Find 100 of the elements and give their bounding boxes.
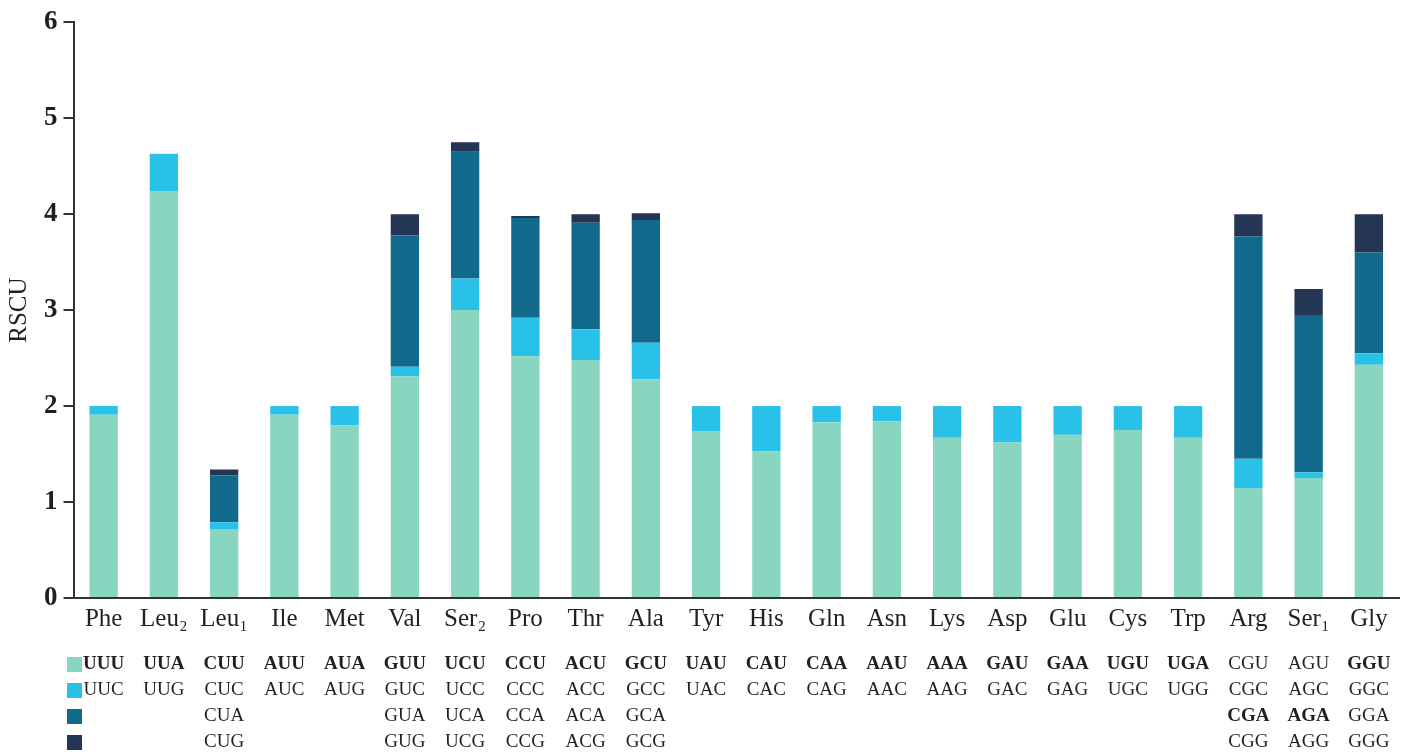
text: UAC [686, 677, 727, 699]
bar [209, 528, 239, 597]
bar [270, 414, 299, 597]
text: UGU [1106, 651, 1150, 673]
x-tick-label: Asn [866, 603, 908, 631]
text: CAA [806, 651, 848, 673]
bar [209, 522, 239, 529]
text: GGU [1347, 651, 1391, 673]
bar [993, 406, 1022, 443]
bar [330, 425, 359, 597]
x-tick-label: Tyr [688, 603, 724, 631]
text: CGU [1228, 651, 1269, 673]
bar [511, 317, 540, 357]
bar [1113, 430, 1143, 597]
x-tick-label: Asp [987, 603, 1028, 631]
y-tick-label: 6 [44, 5, 58, 36]
x-tick-label: Ser₁ [1287, 603, 1330, 631]
bar [932, 437, 962, 597]
bar [511, 217, 540, 318]
bar [450, 310, 480, 597]
bar [89, 406, 118, 415]
text: AGC [1288, 677, 1329, 699]
text: UAU [685, 651, 727, 673]
text: CUC [204, 677, 244, 699]
x-tick-label: Lys [929, 603, 966, 631]
text: GCA [625, 703, 667, 725]
x-tick-label: Met [324, 603, 365, 631]
text: AUU [263, 651, 306, 673]
text: GUC [384, 677, 425, 699]
y-axis-title: RSCU [3, 277, 31, 343]
bar [1173, 437, 1203, 597]
x-tick-label: Ala [627, 603, 664, 631]
bar [932, 406, 962, 438]
bar [1294, 472, 1323, 479]
text: ACA [565, 703, 606, 725]
bar [1234, 458, 1263, 489]
text: UGA [1167, 651, 1210, 673]
text: CUA [204, 703, 245, 725]
text: AUC [264, 677, 305, 699]
bar [511, 356, 540, 597]
text: UUG [143, 677, 185, 699]
text: GUG [384, 729, 426, 751]
text: AGU [1288, 651, 1330, 673]
bar [149, 153, 179, 192]
bar [631, 342, 661, 380]
text: GAG [1047, 677, 1089, 699]
text: CUU [203, 651, 245, 673]
y-tick-label: 4 [44, 197, 58, 228]
text: GUA [384, 703, 426, 725]
bar [1354, 364, 1384, 597]
bar [993, 442, 1022, 597]
bar [812, 422, 841, 597]
text: AAG [926, 677, 968, 699]
text: CCG [505, 729, 546, 751]
x-tick-label: Leu₂ [140, 603, 188, 631]
bar [1294, 478, 1323, 597]
text: GCC [626, 677, 666, 699]
x-tick-label: Leu₁ [200, 603, 248, 631]
x-tick-label: Cys [1108, 603, 1148, 631]
text: CAC [746, 677, 786, 699]
text: CUG [204, 729, 245, 751]
bar [571, 329, 600, 360]
bar [89, 414, 118, 597]
text: AAC [866, 677, 907, 699]
y-tick-label: 2 [44, 389, 58, 420]
bar [631, 219, 661, 343]
bar [1234, 236, 1263, 459]
bar [812, 406, 841, 423]
text: UCG [445, 729, 486, 751]
bar [1354, 353, 1384, 365]
bar [1294, 288, 1323, 316]
text: CGA [1227, 703, 1270, 725]
text: UCC [445, 677, 485, 699]
bar [149, 191, 179, 597]
text: CCA [505, 703, 546, 725]
bar [1173, 406, 1203, 438]
text: UGG [1167, 677, 1209, 699]
text: GGA [1348, 703, 1390, 725]
bar [390, 366, 420, 377]
text: GAC [987, 677, 1028, 699]
text: CAU [745, 651, 788, 673]
text: ACU [565, 651, 607, 673]
bar [209, 469, 239, 476]
text: CCU [504, 651, 547, 673]
text: CGG [1228, 729, 1269, 751]
text: GGG [1348, 729, 1390, 751]
bar [1053, 434, 1082, 597]
bar [450, 151, 480, 279]
bar [330, 406, 359, 426]
bar [571, 214, 600, 223]
bar [691, 431, 721, 597]
bar [571, 360, 600, 597]
text: UUC [83, 677, 124, 699]
bar [209, 475, 239, 523]
text: AGA [1287, 703, 1331, 725]
bar [270, 406, 299, 415]
x-tick-label: Gly [1350, 603, 1389, 631]
text: ACG [565, 729, 606, 751]
text: GUU [383, 651, 427, 673]
x-tick-label: Thr [567, 603, 605, 631]
